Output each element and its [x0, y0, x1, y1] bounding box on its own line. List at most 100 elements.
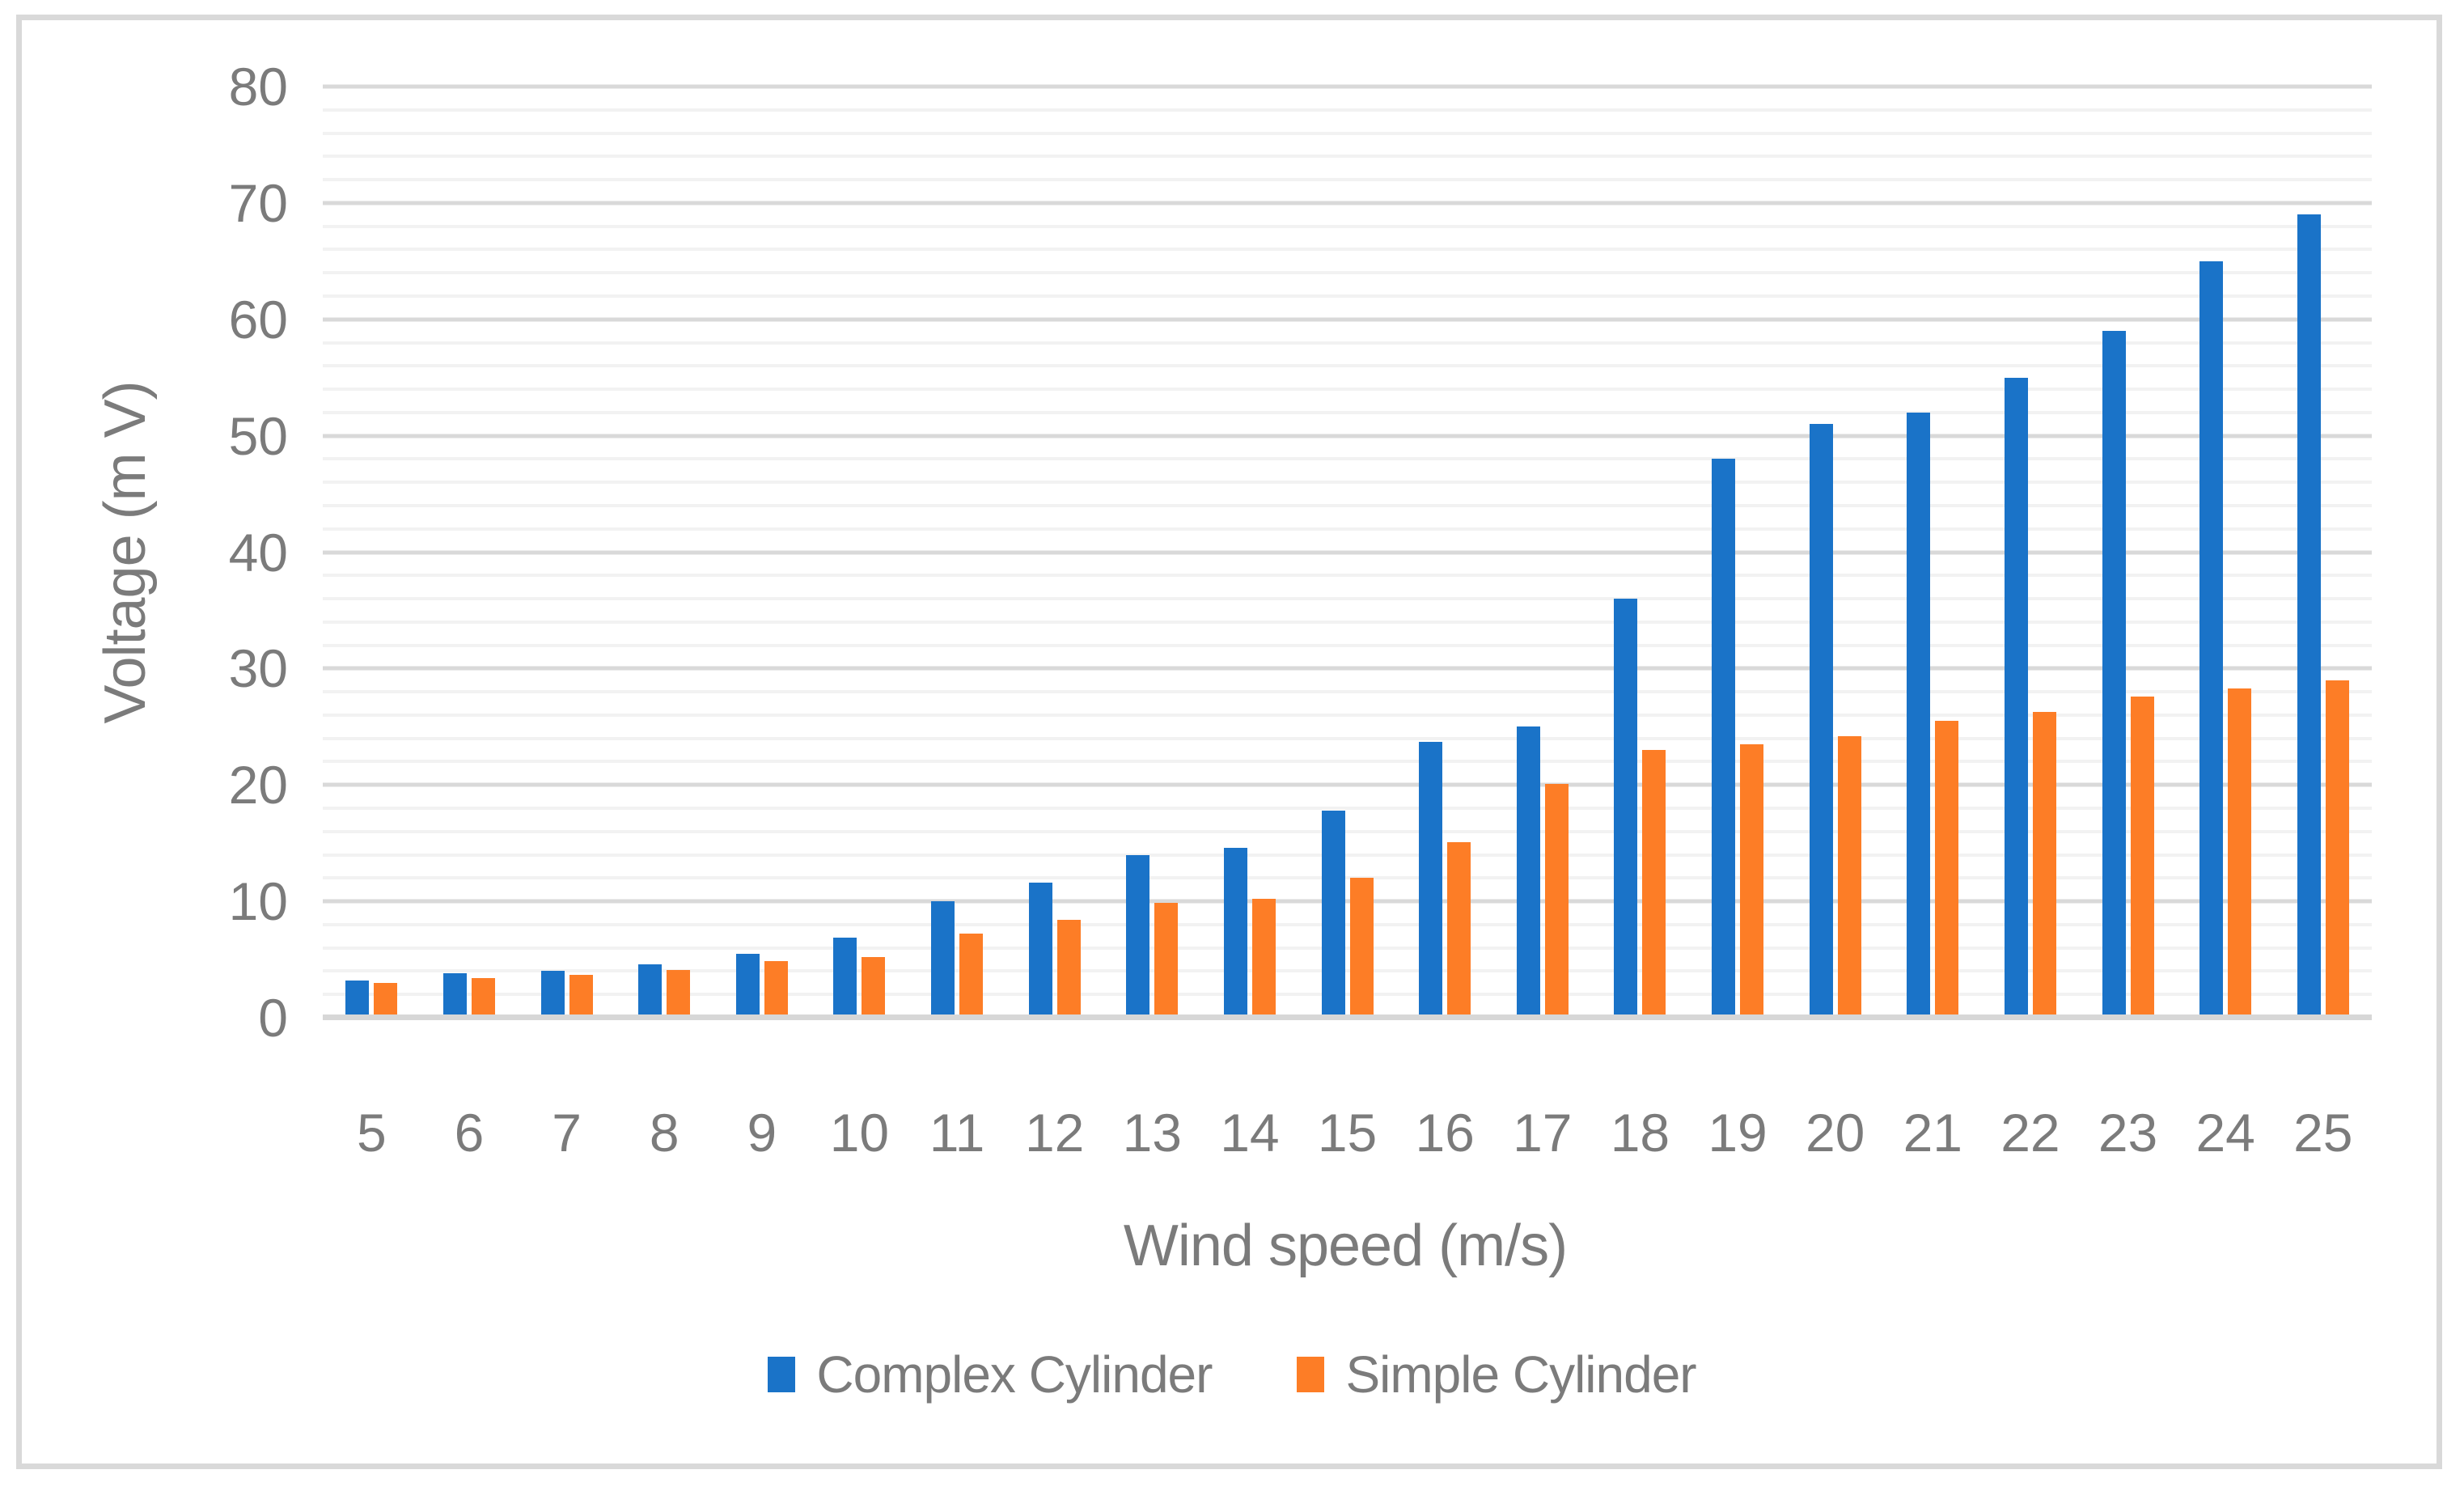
x-tick-label: 17 — [1513, 1103, 1573, 1163]
category-23 — [2079, 87, 2177, 1018]
gridline-minor — [323, 946, 2372, 950]
bar-complex-cylinder — [1614, 599, 1638, 1018]
bar-complex-cylinder — [2004, 377, 2028, 1018]
y-tick-label: 10 — [228, 871, 288, 932]
bar-complex-cylinder — [1907, 412, 1931, 1018]
gridline-minor — [323, 410, 2372, 414]
y-tick-label: 30 — [228, 638, 288, 699]
bar-simple-cylinder — [764, 960, 788, 1018]
bar-simple-cylinder — [1837, 735, 1861, 1018]
x-tick-label: 25 — [2293, 1103, 2353, 1163]
plot-area — [323, 84, 2372, 1020]
x-axis-baseline — [323, 1014, 2372, 1020]
bar-complex-cylinder — [1126, 854, 1150, 1018]
category-16 — [1396, 87, 1494, 1018]
bars-layer — [323, 87, 2372, 1018]
legend-swatch — [768, 1357, 796, 1392]
bar-complex-cylinder — [1321, 810, 1345, 1018]
gridline-minor — [323, 713, 2372, 717]
x-tick-label: 21 — [1903, 1103, 1963, 1163]
bar-simple-cylinder — [374, 982, 398, 1018]
bar-complex-cylinder — [1028, 883, 1052, 1018]
gridline-minor — [323, 155, 2372, 159]
y-tick-label: 20 — [228, 755, 288, 815]
gridline-minor — [323, 736, 2372, 740]
legend-label: Complex Cylinder — [816, 1345, 1213, 1404]
gridline-minor — [323, 853, 2372, 857]
gridline-minor — [323, 597, 2372, 601]
x-tick-label: 22 — [2000, 1103, 2060, 1163]
gridline-minor — [323, 178, 2372, 182]
category-17 — [1494, 87, 1592, 1018]
bar-complex-cylinder — [1516, 726, 1540, 1018]
legend: Complex Cylinder Simple Cylinder — [0, 1345, 2464, 1404]
bar-simple-cylinder — [1056, 920, 1081, 1018]
bar-simple-cylinder — [569, 974, 593, 1018]
category-19 — [1689, 87, 1787, 1018]
x-tick-label: 10 — [829, 1103, 890, 1163]
bar-complex-cylinder — [931, 901, 955, 1018]
gridline-minor — [323, 574, 2372, 578]
category-15 — [1298, 87, 1396, 1018]
gridline-minor — [323, 527, 2372, 531]
x-tick-label: 5 — [356, 1103, 387, 1163]
legend-item-complex-cylinder: Complex Cylinder — [768, 1345, 1213, 1404]
bar-simple-cylinder — [1642, 750, 1666, 1018]
x-tick-label: 18 — [1610, 1103, 1670, 1163]
y-tick-label: 0 — [258, 988, 288, 1048]
bar-simple-cylinder — [1251, 899, 1276, 1018]
gridline-minor — [323, 388, 2372, 392]
category-14 — [1201, 87, 1299, 1018]
bar-complex-cylinder — [1419, 742, 1443, 1018]
bar-simple-cylinder — [2130, 696, 2154, 1018]
category-10 — [811, 87, 908, 1018]
category-7 — [518, 87, 616, 1018]
gridline-minor — [323, 876, 2372, 880]
bar-complex-cylinder — [345, 980, 370, 1018]
gridline-minor — [323, 829, 2372, 833]
bar-simple-cylinder — [2325, 680, 2349, 1018]
legend-label: Simple Cylinder — [1345, 1345, 1696, 1404]
bar-complex-cylinder — [1809, 424, 1833, 1018]
category-12 — [1005, 87, 1103, 1018]
bar-simple-cylinder — [667, 970, 691, 1018]
bar-simple-cylinder — [2228, 688, 2252, 1018]
gridline-minor — [323, 503, 2372, 507]
gridline-minor — [323, 271, 2372, 275]
category-21 — [1884, 87, 1982, 1018]
bar-complex-cylinder — [1223, 847, 1247, 1018]
gridline-minor — [323, 969, 2372, 973]
category-20 — [1786, 87, 1884, 1018]
category-6 — [421, 87, 519, 1018]
x-tick-label: 23 — [2098, 1103, 2158, 1163]
bar-simple-cylinder — [2032, 711, 2056, 1018]
category-13 — [1103, 87, 1201, 1018]
category-25 — [2275, 87, 2373, 1018]
x-tick-label: 16 — [1415, 1103, 1475, 1163]
x-tick-label: 24 — [2195, 1103, 2255, 1163]
category-22 — [1982, 87, 2080, 1018]
bar-simple-cylinder — [862, 957, 886, 1018]
category-18 — [1591, 87, 1689, 1018]
category-5 — [323, 87, 421, 1018]
x-tick-label: 11 — [929, 1103, 985, 1163]
category-24 — [2177, 87, 2275, 1018]
y-tick-label: 80 — [228, 57, 288, 116]
x-tick-label: 13 — [1122, 1103, 1183, 1163]
x-tick-label: 14 — [1220, 1103, 1280, 1163]
bar-complex-cylinder — [833, 937, 857, 1018]
x-tick-label: 12 — [1024, 1103, 1085, 1163]
gridline-major — [323, 550, 2372, 554]
bar-simple-cylinder — [1447, 841, 1471, 1018]
gridline-minor — [323, 620, 2372, 624]
gridline-minor — [323, 807, 2372, 811]
x-tick-label: 15 — [1317, 1103, 1378, 1163]
gridline-minor — [323, 993, 2372, 997]
bar-complex-cylinder — [2102, 331, 2126, 1018]
category-9 — [713, 87, 811, 1018]
bar-complex-cylinder — [2199, 261, 2224, 1018]
y-tick-label: 40 — [228, 522, 288, 582]
bar-simple-cylinder — [471, 978, 495, 1018]
bar-simple-cylinder — [1544, 783, 1569, 1018]
category-8 — [616, 87, 713, 1018]
